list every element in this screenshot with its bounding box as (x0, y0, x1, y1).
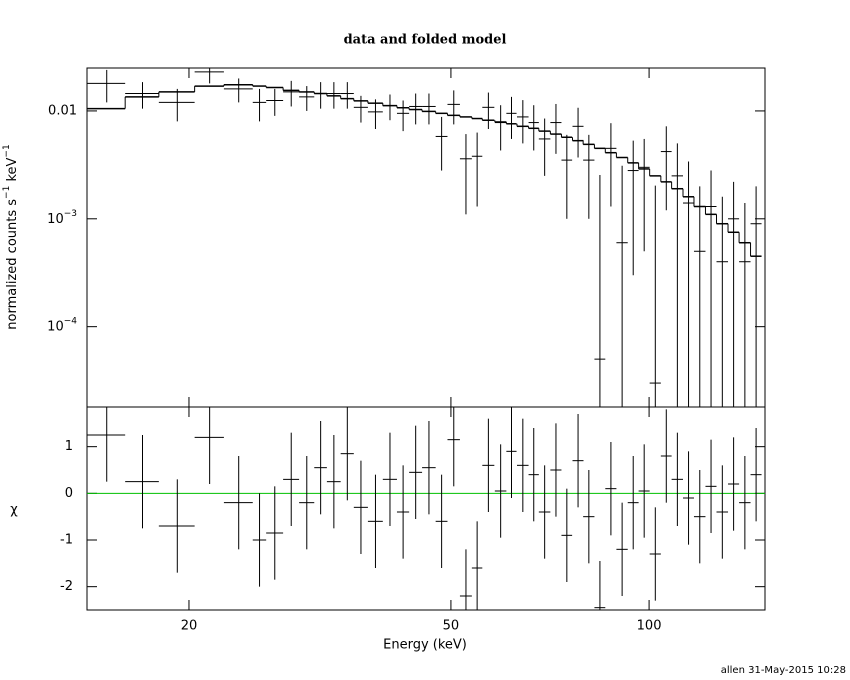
y-tick-label: -2 (60, 579, 73, 594)
x-tick-label: 20 (181, 619, 198, 634)
y-tick-label: 10−4 (47, 316, 77, 334)
bottom-frame (86, 406, 766, 611)
y-tick-sup: −3 (64, 208, 77, 218)
y-tick-label: 10−3 (47, 208, 77, 226)
y-tick-label: 0.01 (48, 103, 77, 118)
y-tick-label: 1 (65, 439, 73, 454)
footer: allen 31-May-2015 10:28 (721, 665, 846, 676)
y-label-sup: −1 (2, 144, 12, 157)
y-tick-base: 10 (47, 211, 64, 226)
y-tick-base: 10 (47, 319, 64, 334)
y-label-sup: −1 (2, 186, 12, 199)
y-tick-label: 0 (65, 486, 73, 501)
x-tick-label: 100 (637, 619, 662, 634)
x-axis-label: Energy (keV) (383, 638, 467, 653)
top-frame (86, 67, 766, 408)
y-tick-label: -1 (60, 533, 73, 548)
y-label-part: keV (5, 157, 20, 185)
chart-title: data and folded model (344, 33, 507, 48)
x-tick-label: 50 (443, 619, 460, 634)
y-tick-sup: −4 (64, 316, 78, 326)
y-axis-label: normalized counts s−1 keV−1 (2, 144, 20, 329)
residual-y-label: χ (10, 503, 18, 518)
y-label-part: normalized counts s (5, 199, 20, 330)
